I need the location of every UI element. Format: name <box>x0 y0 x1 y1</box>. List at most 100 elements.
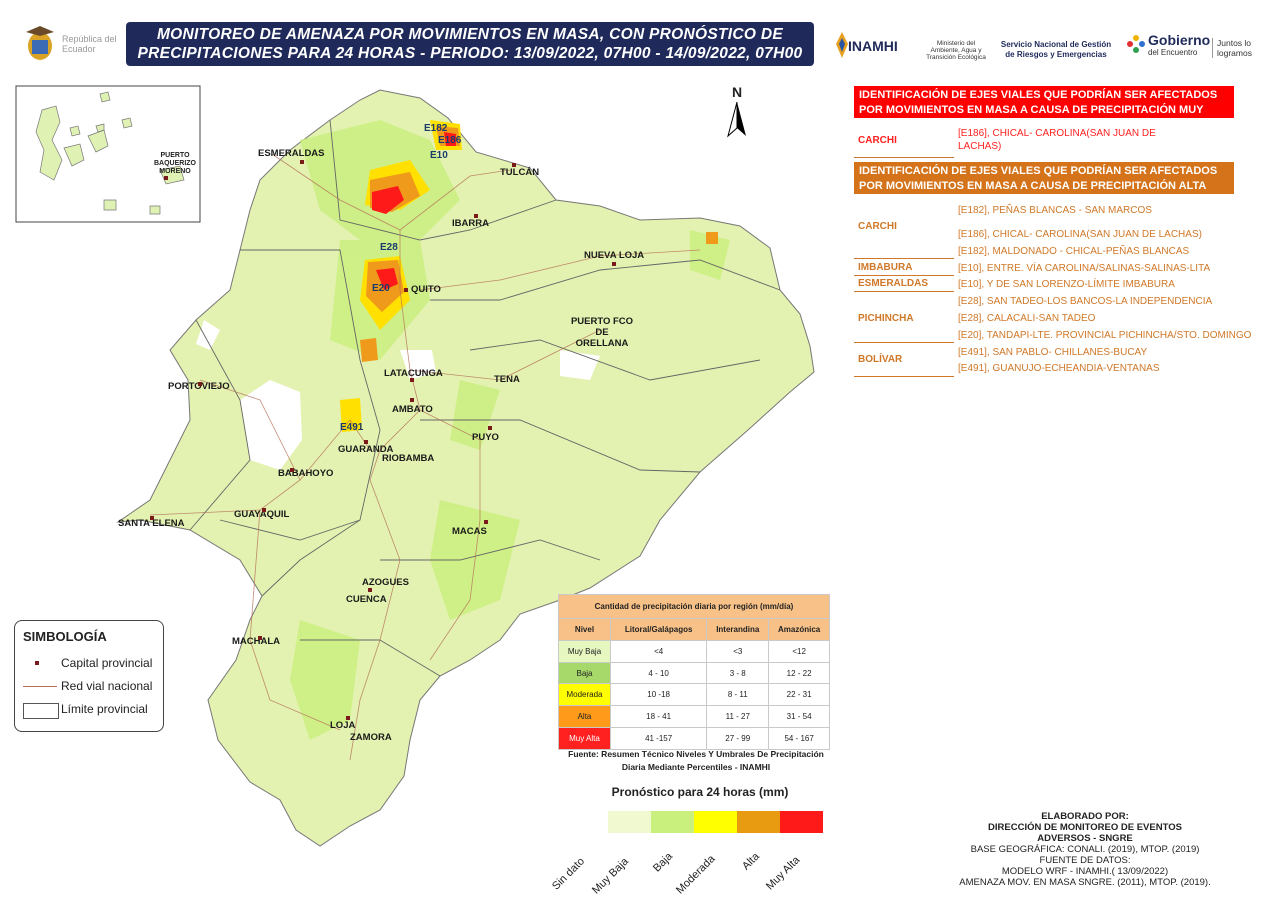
road-label: E186 <box>438 135 462 146</box>
value-cell: 4 - 10 <box>609 661 708 685</box>
table-row: Alta 18 - 41 11 - 27 31 - 54 <box>558 705 830 729</box>
coat-of-arms-icon <box>26 26 54 60</box>
credits-line: AMENAZA MOV. EN MASA SNGRE. (2011), MTOP… <box>959 877 1211 888</box>
capital-marker <box>346 716 350 720</box>
gobierno-mark-icon <box>1127 35 1145 53</box>
capital-symbol <box>35 661 39 665</box>
credits-line: MODELO WRF - INAMHI.( 13/09/2022) <box>1001 866 1169 877</box>
legend-limit: Límite provincial <box>61 702 148 716</box>
table-title: Cantidad de precipitación diaria por reg… <box>558 594 830 619</box>
table-row: Baja 4 - 10 3 - 8 12 - 22 <box>558 661 830 685</box>
symbology-legend: SIMBOLOGÍA Capital provincial Red vial n… <box>14 620 164 732</box>
road-label: E491 <box>340 422 364 433</box>
road-label: E28 <box>380 242 398 253</box>
city-label: LATACUNGA <box>384 368 443 379</box>
republica-logo: República del Ecuador <box>22 22 122 66</box>
value-cell: <3 <box>706 639 770 663</box>
level-cell: Muy Alta <box>558 727 611 750</box>
level-cell: Alta <box>558 705 611 729</box>
capital-marker <box>300 160 304 164</box>
city-label: GUAYAQUIL <box>234 509 290 520</box>
gobierno-text: Gobierno <box>1148 32 1211 48</box>
value-cell: 10 -18 <box>609 683 708 707</box>
level-cell: Baja <box>558 661 611 685</box>
no-data-areas <box>196 320 600 470</box>
city-label: IBARRA <box>452 218 489 229</box>
column-header: Amazónica <box>768 617 830 641</box>
city-label: TULCÁN <box>500 167 540 178</box>
forecast-title: Pronóstico para 24 horas (mm) <box>611 785 789 799</box>
swatch-muy-baja <box>608 811 651 833</box>
legend-title: SIMBOLOGÍA <box>23 629 107 644</box>
sngre-logo: Servicio Nacional de Gestión de Riesgos … <box>1000 40 1112 59</box>
title-line-2: PRECIPITACIONES PARA 24 HORAS - PERIODO:… <box>137 45 803 62</box>
city-label: RIOBAMBA <box>382 453 435 464</box>
city-label: AZOGUES <box>362 577 409 588</box>
capital-marker <box>484 520 488 524</box>
value-cell: 8 - 11 <box>706 683 770 707</box>
province-pichincha: PICHINCHA <box>858 313 914 324</box>
road-label: E20 <box>372 283 390 294</box>
credits-line: ADVERSOS - SNGRE <box>1037 833 1133 844</box>
mainland-ecuador <box>116 89 815 847</box>
table-row: Moderada 10 -18 8 - 11 22 - 31 <box>558 683 830 707</box>
road-label: E182 <box>424 123 448 134</box>
capital-marker <box>512 163 516 167</box>
capital-marker <box>410 378 414 382</box>
very-high-header: IDENTIFICACIÓN DE EJES VIALES QUE PODRÍA… <box>854 86 1234 131</box>
credits-line: BASE GEOGRÁFICA: CONALI. (2019), MTOP. (… <box>970 844 1200 855</box>
divider <box>854 157 954 158</box>
juntos-text: Juntos lo logramos <box>1212 38 1276 58</box>
capital-marker <box>410 398 414 402</box>
value-cell: <4 <box>609 639 708 663</box>
value-cell: 18 - 41 <box>609 705 708 729</box>
city-label: PUERTO FCO DE ORELLANA <box>570 316 634 349</box>
column-header: Litoral/Galápagos <box>609 617 708 641</box>
divider <box>854 258 954 259</box>
ministerio-text: Ministerio del Ambiente, Agua y Transici… <box>926 40 986 61</box>
divider <box>854 376 954 377</box>
divider <box>854 291 954 292</box>
swatch-muy-alta <box>780 811 823 833</box>
city-label: TENA <box>494 374 520 385</box>
swatch-alta <box>737 811 780 833</box>
credits-line: FUENTE DE DATOS: <box>1039 855 1131 866</box>
road-item: [E28], SAN TADEO-LOS BANCOS-LA INDEPENDE… <box>958 296 1213 307</box>
column-header: Interandina <box>706 617 770 641</box>
national-roads <box>149 153 701 761</box>
province-imbabura: IMBABURA <box>858 262 913 273</box>
road-item: LACHAS) <box>958 141 1002 152</box>
table-source: Fuente: Resumen Técnico Niveles Y Umbral… <box>568 749 824 772</box>
capital-marker <box>290 468 294 472</box>
city-label: MACAS <box>452 526 487 537</box>
column-header: Nivel <box>558 617 611 641</box>
credits-line: DIRECCIÓN DE MONITOREO DE EVENTOS <box>988 822 1182 833</box>
road-symbol <box>23 686 57 687</box>
page-title: MONITOREO DE AMENAZA POR MOVIMIENTOS EN … <box>126 22 814 66</box>
city-label: LOJA <box>330 720 356 731</box>
capital-marker <box>404 288 408 292</box>
value-cell: 12 - 22 <box>768 661 830 685</box>
road-item: [E186], CHICAL- CAROLINA(SAN JUAN DE <box>958 128 1156 139</box>
road-item: [E491], GUANUJO-ECHEANDIA-VENTANAS <box>958 363 1160 374</box>
value-cell: 3 - 8 <box>706 661 770 685</box>
inamhi-brand: INAMHI <box>848 38 898 54</box>
north-label: N <box>731 84 743 100</box>
province-carchi: CARCHI <box>858 135 897 146</box>
level-cell: Moderada <box>558 683 611 707</box>
city-label: AMBATO <box>392 404 433 415</box>
ecuador-map <box>15 85 815 847</box>
city-label: BABAHOYO <box>278 468 334 479</box>
gobierno-logo: Gobierno del Encuentro Juntos lo logramo… <box>1126 26 1276 66</box>
capital-marker <box>488 426 492 430</box>
road-item: [E182], PEÑAS BLANCAS - SAN MARCOS <box>958 205 1152 216</box>
encuentro-text: del Encuentro <box>1148 48 1198 57</box>
divider <box>854 275 954 276</box>
city-label: SANTA ELENA <box>118 518 185 529</box>
city-label: NUEVA LOJA <box>584 250 645 261</box>
road-item: [E10], Y DE SAN LORENZO-LÍMITE IMBABURA <box>958 279 1175 290</box>
limit-symbol <box>23 703 59 719</box>
city-label: PUYO <box>472 432 499 443</box>
province-esmeraldas: ESMERALDAS <box>858 278 929 289</box>
capital-marker <box>612 262 616 266</box>
